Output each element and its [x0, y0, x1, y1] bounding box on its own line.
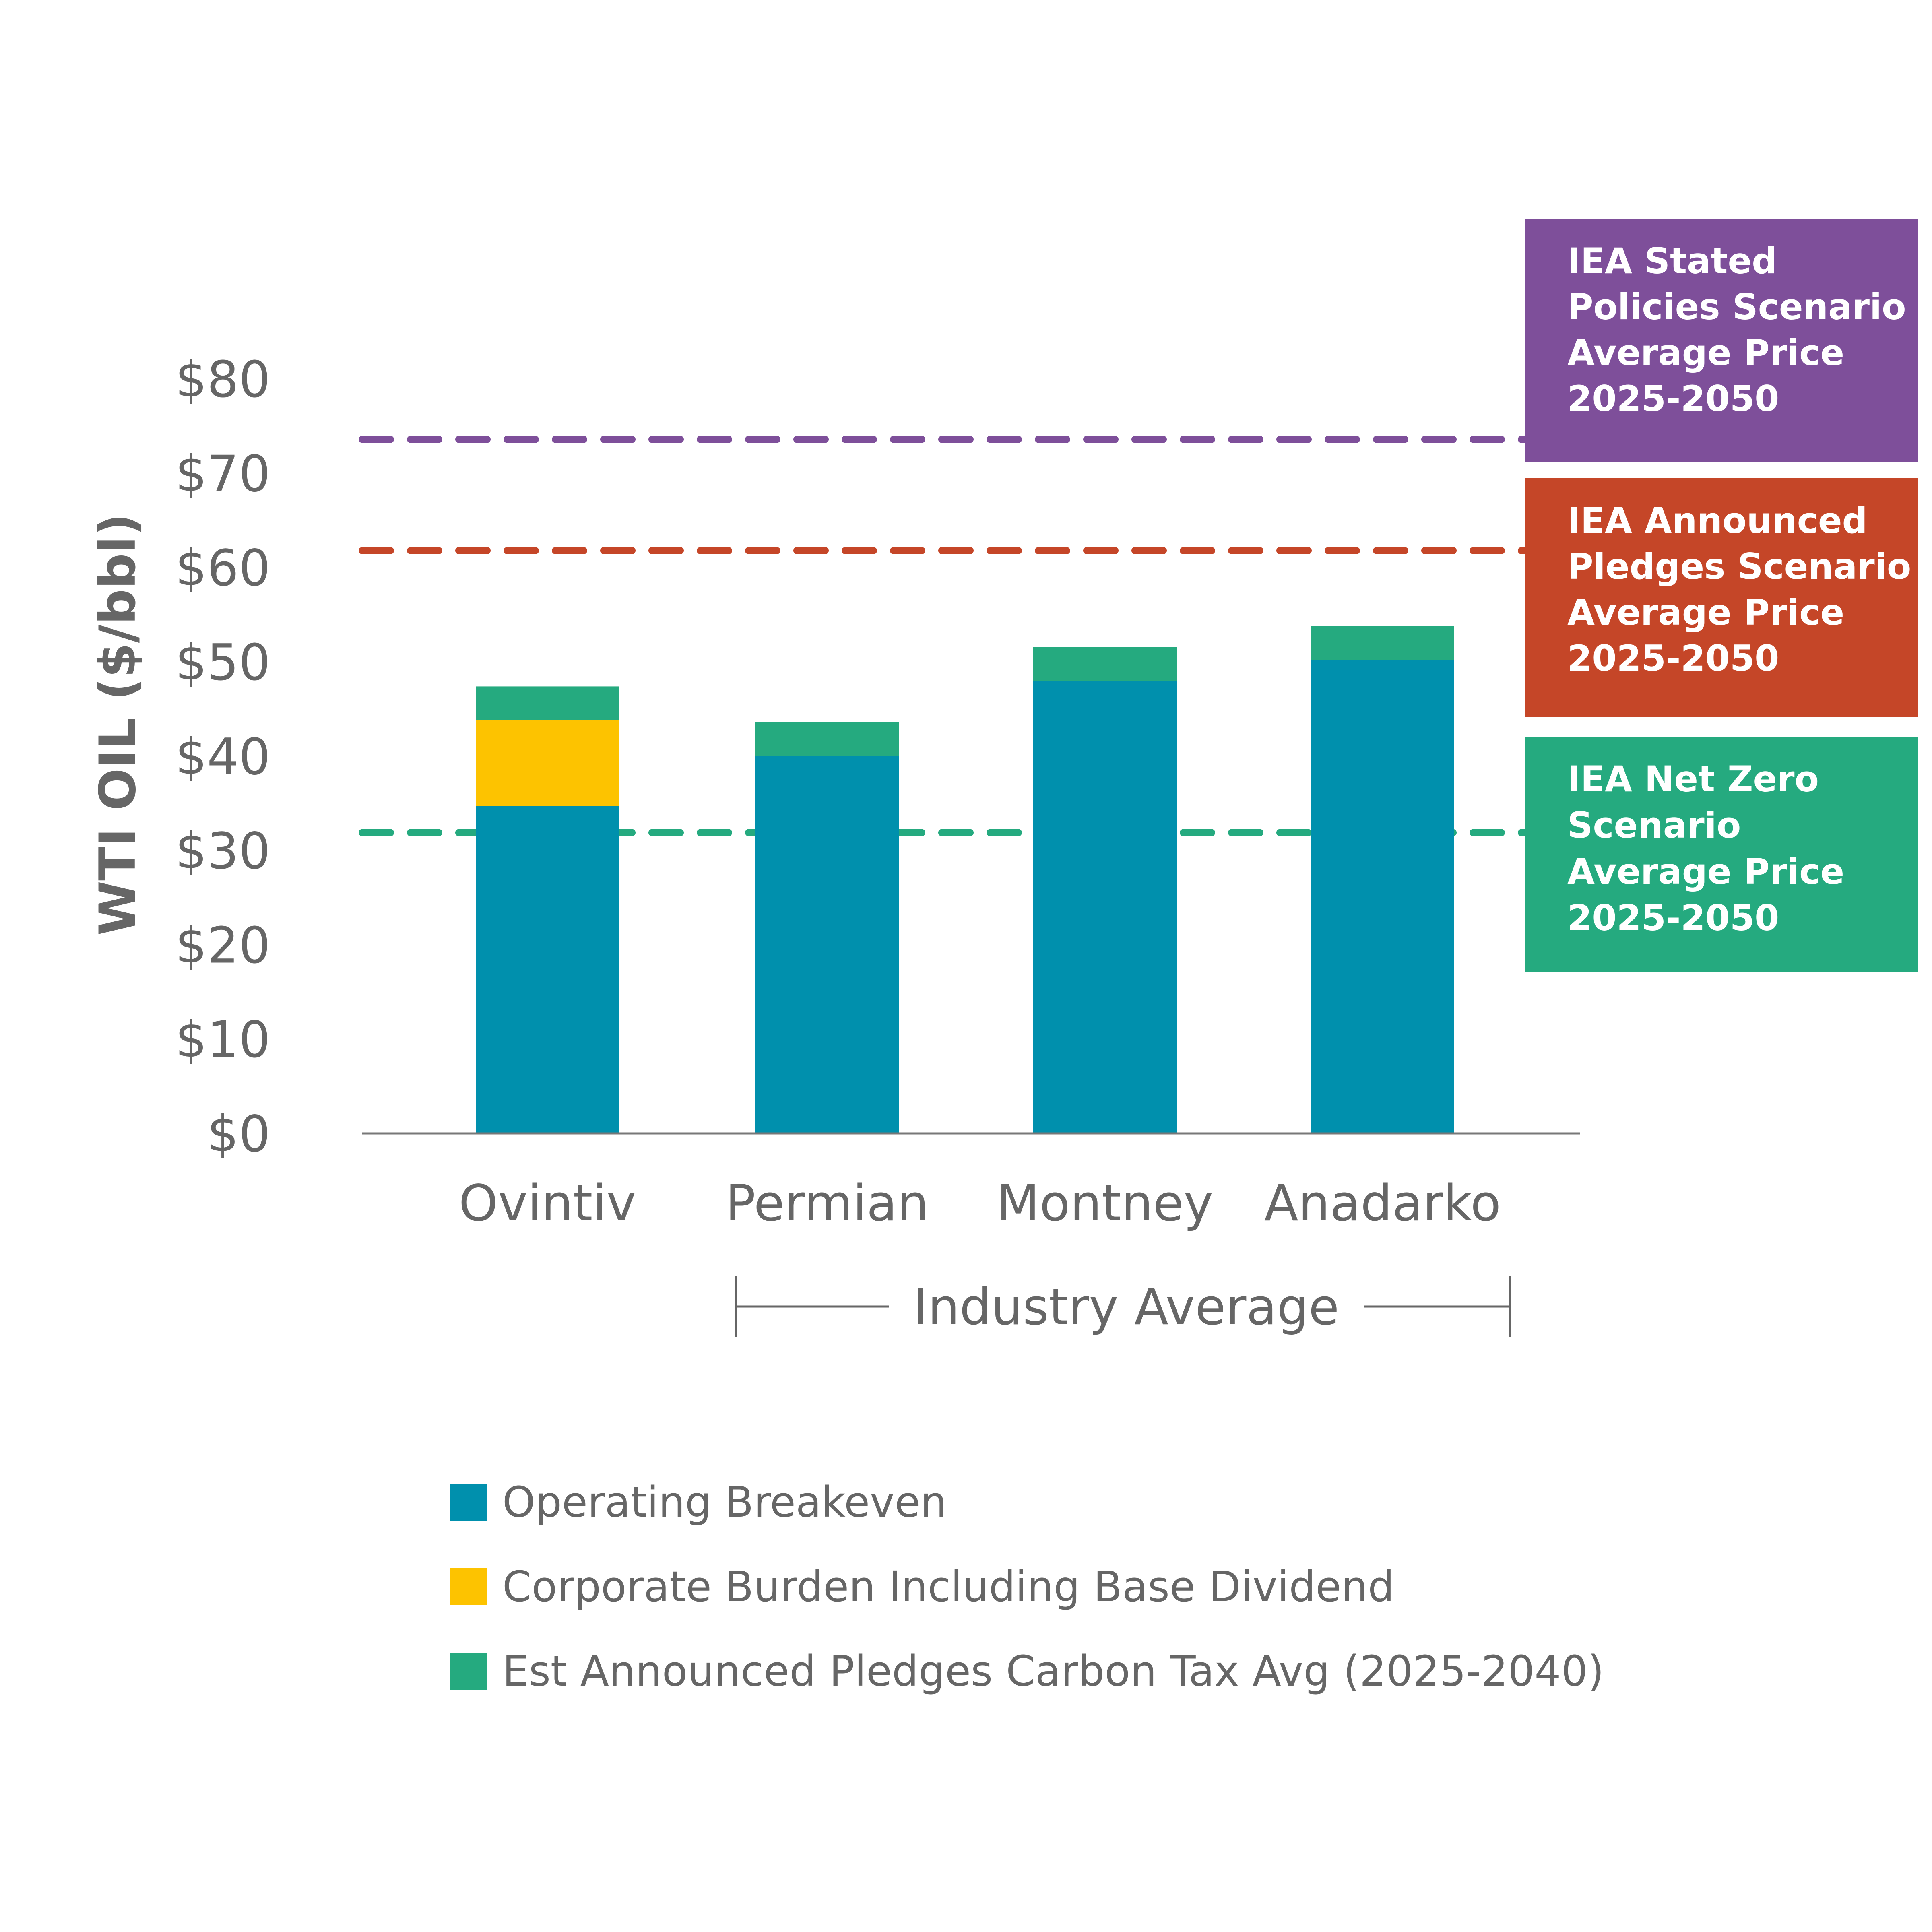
y-tick-label: $30 — [175, 822, 270, 880]
bracket-label: Industry Average — [913, 1278, 1340, 1336]
legend-label: Est Announced Pledges Carbon Tax Avg (20… — [502, 1647, 1604, 1696]
x-tick-label: Ovintiv — [459, 1174, 636, 1232]
x-tick-label: Montney — [997, 1174, 1213, 1232]
x-tick-label: Anadarko — [1264, 1174, 1501, 1232]
reference-label-line: IEA Net Zero — [1567, 758, 1819, 800]
bar-ovintiv-est-announced-pledges-carbon-tax-avg-2025-2040 — [476, 686, 619, 720]
y-tick-label: $40 — [175, 728, 270, 786]
reference-label-line: IEA Stated — [1567, 240, 1777, 282]
bar-anadarko-operating-breakeven — [1311, 660, 1454, 1133]
y-axis: $0 $10 $20 $30 $40 $50 $60 $70 $80 — [175, 351, 270, 1163]
reference-label-line: IEA Announced — [1567, 500, 1868, 541]
bar-permian-est-announced-pledges-carbon-tax-avg-2025-2040 — [755, 722, 899, 756]
legend: Operating Breakeven Corporate Burden Incl… — [450, 1478, 1604, 1696]
y-axis-label: WTI OIL ($/bbl) — [89, 513, 147, 935]
y-tick-label: $10 — [175, 1011, 270, 1069]
legend-label: Operating Breakeven — [502, 1478, 947, 1527]
reference-label-box-2 — [1525, 478, 1918, 717]
bar-anadarko-est-announced-pledges-carbon-tax-avg-2025-2040 — [1311, 626, 1454, 660]
reference-label-box-3 — [1525, 737, 1918, 972]
legend-swatch-est-announced-pledges-carbon-tax-avg-2025-2040 — [450, 1653, 487, 1690]
reference-label-line: Average Price — [1567, 592, 1844, 633]
bar-montney-operating-breakeven — [1033, 681, 1177, 1133]
bar-ovintiv-operating-breakeven — [476, 806, 619, 1133]
reference-label-box-1 — [1525, 219, 1918, 462]
y-tick-label: $60 — [175, 539, 270, 597]
x-tick-label: Permian — [725, 1174, 929, 1232]
bar-permian-operating-breakeven — [755, 756, 899, 1133]
reference-label-line: Pledges Scenario — [1567, 546, 1911, 587]
industry-average-bracket: Industry Average — [735, 1276, 1511, 1337]
y-tick-label: $80 — [175, 351, 270, 409]
y-tick-label: $50 — [175, 634, 270, 692]
reference-label-line: Scenario — [1567, 805, 1741, 846]
reference-label-line: Average Price — [1567, 851, 1844, 892]
x-axis: Ovintiv Permian Montney Anadarko — [459, 1174, 1501, 1232]
reference-label-line: 2025-2050 — [1567, 378, 1779, 419]
y-tick-label: $70 — [175, 445, 270, 503]
y-tick-label: $0 — [207, 1105, 270, 1163]
y-tick-label: $20 — [175, 916, 270, 974]
legend-swatch-operating-breakeven — [450, 1484, 487, 1521]
bar-montney-est-announced-pledges-carbon-tax-avg-2025-2040 — [1033, 647, 1177, 681]
reference-label-line: Policies Scenario — [1567, 286, 1906, 328]
legend-label: Corporate Burden Including Base Dividend — [502, 1562, 1394, 1611]
bars-layer — [476, 626, 1454, 1133]
reference-label-line: 2025-2050 — [1567, 638, 1779, 679]
reference-label-line: 2025-2050 — [1567, 897, 1779, 939]
reference-label-line: Average Price — [1567, 332, 1844, 374]
bar-ovintiv-corporate-burden-including-base-dividend — [476, 720, 619, 806]
legend-swatch-corporate-burden-including-base-dividend — [450, 1568, 487, 1605]
